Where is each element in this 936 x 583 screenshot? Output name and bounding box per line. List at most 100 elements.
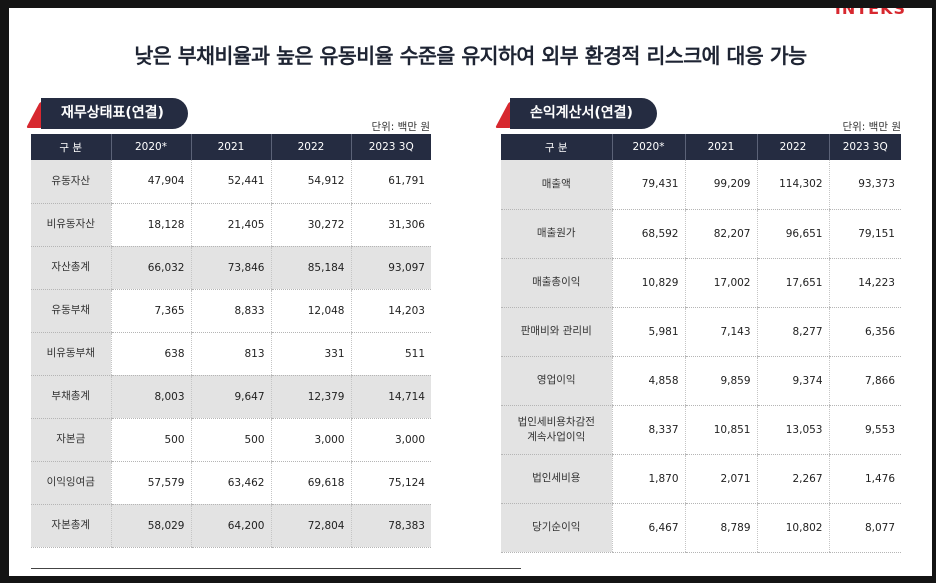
cell-value: 9,647 xyxy=(190,375,271,419)
column-header: 2023 3Q xyxy=(350,134,431,160)
table-row: 매출액 79,431 99,209 114,302 93,373 xyxy=(501,160,901,210)
cell-value: 47,904 xyxy=(110,160,191,204)
cell-value: 5,981 xyxy=(611,307,685,357)
cell-value: 79,431 xyxy=(611,160,685,210)
cell-value: 114,302 xyxy=(756,160,829,210)
cell-value: 8,789 xyxy=(684,503,757,553)
cell-value: 813 xyxy=(190,332,271,376)
cell-value: 79,151 xyxy=(828,209,901,259)
row-label: 유동자산 xyxy=(31,160,111,204)
table-row: 법인세비용차감전 계속사업이익 8,337 10,851 13,053 9,553 xyxy=(501,405,901,455)
cell-value: 10,802 xyxy=(756,503,829,553)
cell-value: 99,209 xyxy=(684,160,757,210)
cell-value: 75,124 xyxy=(350,461,431,505)
row-label: 비유동자산 xyxy=(31,203,111,247)
column-header: 구 분 xyxy=(501,134,612,160)
cell-value: 3,000 xyxy=(350,418,431,462)
cell-value: 64,200 xyxy=(190,504,271,548)
cell-value: 93,373 xyxy=(828,160,901,210)
cell-value: 8,337 xyxy=(611,405,685,455)
row-label: 자본금 xyxy=(31,418,111,462)
cell-value: 10,829 xyxy=(611,258,685,308)
cell-value: 96,651 xyxy=(756,209,829,259)
cell-value: 14,714 xyxy=(350,375,431,419)
table-row: 비유동자산 18,128 21,405 30,272 31,306 xyxy=(31,203,431,247)
row-label: 매출액 xyxy=(501,160,612,210)
income-statement-title: 손익계산서(연결) xyxy=(510,98,657,129)
cell-value: 8,077 xyxy=(828,503,901,553)
cell-value: 66,032 xyxy=(110,246,191,290)
cell-value: 12,048 xyxy=(270,289,351,333)
cell-value: 82,207 xyxy=(684,209,757,259)
cell-value: 68,592 xyxy=(611,209,685,259)
cell-value: 52,441 xyxy=(190,160,271,204)
cell-value: 17,002 xyxy=(684,258,757,308)
table-row: 유동자산 47,904 52,441 54,912 61,791 xyxy=(31,160,431,204)
column-header: 구 분 xyxy=(31,134,111,160)
page-title: 낮은 부채비율과 높은 유동비율 수준을 유지하여 외부 환경적 리스크에 대응… xyxy=(134,44,807,68)
cell-value: 9,374 xyxy=(756,356,829,406)
table-row: 매출총이익 10,829 17,002 17,651 14,223 xyxy=(501,258,901,308)
table-header-row: 구 분 2020* 2021 2022 2023 3Q xyxy=(501,134,901,160)
row-label: 영업이익 xyxy=(501,356,612,406)
row-label: 유동부채 xyxy=(31,289,111,333)
cell-value: 30,272 xyxy=(270,203,351,247)
column-header: 2020* xyxy=(110,134,191,160)
balance-sheet-table: 구 분 2020* 2021 2022 2023 3Q 유동자산 47,904 52,441… xyxy=(31,134,431,548)
row-label: 자산총계 xyxy=(31,246,111,290)
row-label: 법인세비용차감전 계속사업이익 xyxy=(501,405,612,455)
cell-value: 6,356 xyxy=(828,307,901,357)
table-row: 자산총계 66,032 73,846 85,184 93,097 xyxy=(31,246,431,290)
cell-value: 17,651 xyxy=(756,258,829,308)
row-label: 당기순이익 xyxy=(501,503,612,553)
cell-value: 331 xyxy=(270,332,351,376)
table-row: 당기순이익 6,467 8,789 10,802 8,077 xyxy=(501,503,901,553)
table-row: 판매비와 관리비 5,981 7,143 8,277 6,356 xyxy=(501,307,901,357)
income-statement-table: 구 분 2020* 2021 2022 2023 3Q 매출액 79,431 99,209 1… xyxy=(501,134,901,553)
slide: INTEKS 낮은 부채비율과 높은 유동비율 수준을 유지하여 외부 환경적 … xyxy=(9,8,932,576)
column-header: 2020* xyxy=(611,134,685,160)
row-label: 매출원가 xyxy=(501,209,612,259)
income-statement-title-pill: 손익계산서(연결) xyxy=(495,98,657,129)
cell-value: 21,405 xyxy=(190,203,271,247)
column-header: 2022 xyxy=(270,134,351,160)
cell-value: 1,476 xyxy=(828,454,901,504)
balance-sheet-title: 재무상태표(연결) xyxy=(41,98,188,129)
cell-value: 10,851 xyxy=(684,405,757,455)
cell-value: 4,858 xyxy=(611,356,685,406)
cell-value: 58,029 xyxy=(110,504,191,548)
cell-value: 78,383 xyxy=(350,504,431,548)
company-logo: INTEKS xyxy=(834,8,906,18)
table-row: 법인세비용 1,870 2,071 2,267 1,476 xyxy=(501,454,901,504)
cell-value: 1,870 xyxy=(611,454,685,504)
cell-value: 73,846 xyxy=(190,246,271,290)
cell-value: 7,866 xyxy=(828,356,901,406)
cell-value: 2,071 xyxy=(684,454,757,504)
column-header: 2021 xyxy=(684,134,757,160)
cell-value: 7,143 xyxy=(684,307,757,357)
table-row: 자본총계 58,029 64,200 72,804 78,383 xyxy=(31,504,431,548)
cell-value: 6,467 xyxy=(611,503,685,553)
cell-value: 2,267 xyxy=(756,454,829,504)
table-header-row: 구 분 2020* 2021 2022 2023 3Q xyxy=(31,134,431,160)
cell-value: 500 xyxy=(190,418,271,462)
cell-value: 63,462 xyxy=(190,461,271,505)
cell-value: 8,833 xyxy=(190,289,271,333)
cell-value: 14,203 xyxy=(350,289,431,333)
table-row: 비유동부채 638 813 331 511 xyxy=(31,332,431,376)
cell-value: 85,184 xyxy=(270,246,351,290)
column-header: 2021 xyxy=(190,134,271,160)
table-row: 매출원가 68,592 82,207 96,651 79,151 xyxy=(501,209,901,259)
row-label: 이익잉여금 xyxy=(31,461,111,505)
cell-value: 12,379 xyxy=(270,375,351,419)
row-label: 비유동부채 xyxy=(31,332,111,376)
column-header: 2023 3Q xyxy=(828,134,901,160)
cell-value: 54,912 xyxy=(270,160,351,204)
balance-sheet-title-pill: 재무상태표(연결) xyxy=(26,98,188,129)
table-row: 부채총계 8,003 9,647 12,379 14,714 xyxy=(31,375,431,419)
row-label: 자본총계 xyxy=(31,504,111,548)
cell-value: 8,003 xyxy=(110,375,191,419)
cell-value: 14,223 xyxy=(828,258,901,308)
cell-value: 511 xyxy=(350,332,431,376)
cell-value: 7,365 xyxy=(110,289,191,333)
